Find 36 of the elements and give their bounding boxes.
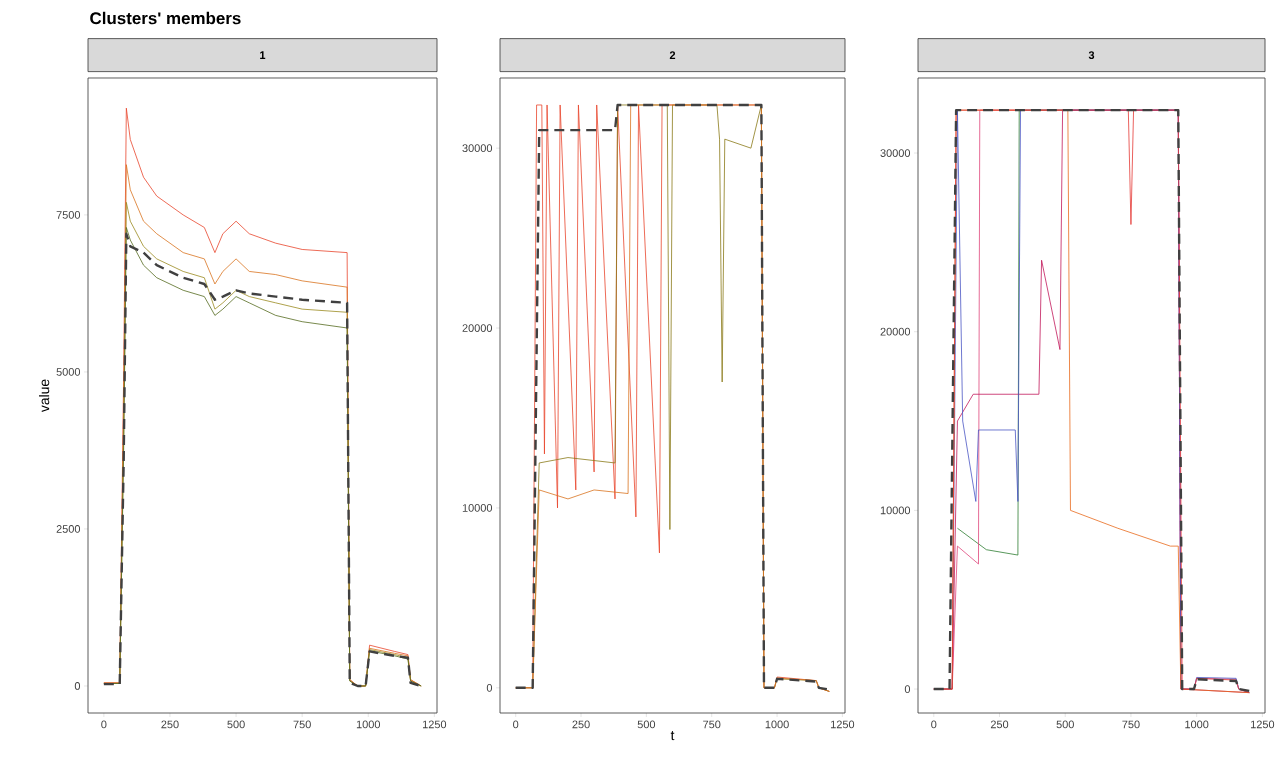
y-tick-label: 20000	[880, 327, 911, 336]
y-tick-label: 30000	[462, 144, 493, 153]
y-tick-label: 10000	[462, 504, 493, 512]
x-axis-title: t	[670, 731, 675, 741]
x-tick-label: 750	[1122, 720, 1140, 729]
x-tick-label: 500	[227, 720, 245, 729]
x-tick-label: 1000	[765, 720, 789, 729]
x-tick-label: 1000	[1185, 720, 1209, 729]
x-tick-label: 1000	[356, 720, 381, 729]
chart-title: 3	[1088, 51, 1095, 59]
x-tick-label: 0	[931, 720, 937, 729]
x-tick-label: 750	[703, 720, 721, 729]
y-tick-label: 7500	[56, 211, 81, 219]
x-tick-label: 0	[101, 720, 107, 729]
x-tick-label: 250	[990, 720, 1009, 729]
y-tick-label: 30000	[880, 149, 911, 157]
chart-title: 1	[260, 51, 266, 59]
x-tick-label: 1250	[1251, 720, 1275, 729]
y-tick-label: 2500	[56, 525, 81, 533]
x-tick-label: 500	[637, 720, 656, 729]
y-tick-label: 0	[904, 685, 911, 693]
y-tick-label: 0	[74, 682, 81, 690]
text: Clusters' members	[90, 11, 241, 25]
x-tick-label: 1250	[423, 720, 447, 729]
x-tick-label: 500	[1056, 720, 1074, 729]
chart-title: 2	[669, 51, 676, 59]
y-tick-label: 20000	[462, 324, 493, 332]
x-tick-label: 1250	[831, 720, 855, 729]
x-tick-label: 0	[513, 720, 519, 729]
x-tick-label: 250	[572, 720, 590, 729]
y-tick-label: 5000	[56, 368, 81, 376]
y-tick-label: 10000	[880, 506, 911, 515]
y-tick-label: 0	[486, 683, 493, 692]
x-tick-label: 250	[161, 720, 179, 729]
y-axis-title: value	[39, 379, 50, 413]
x-tick-label: 750	[293, 720, 311, 729]
